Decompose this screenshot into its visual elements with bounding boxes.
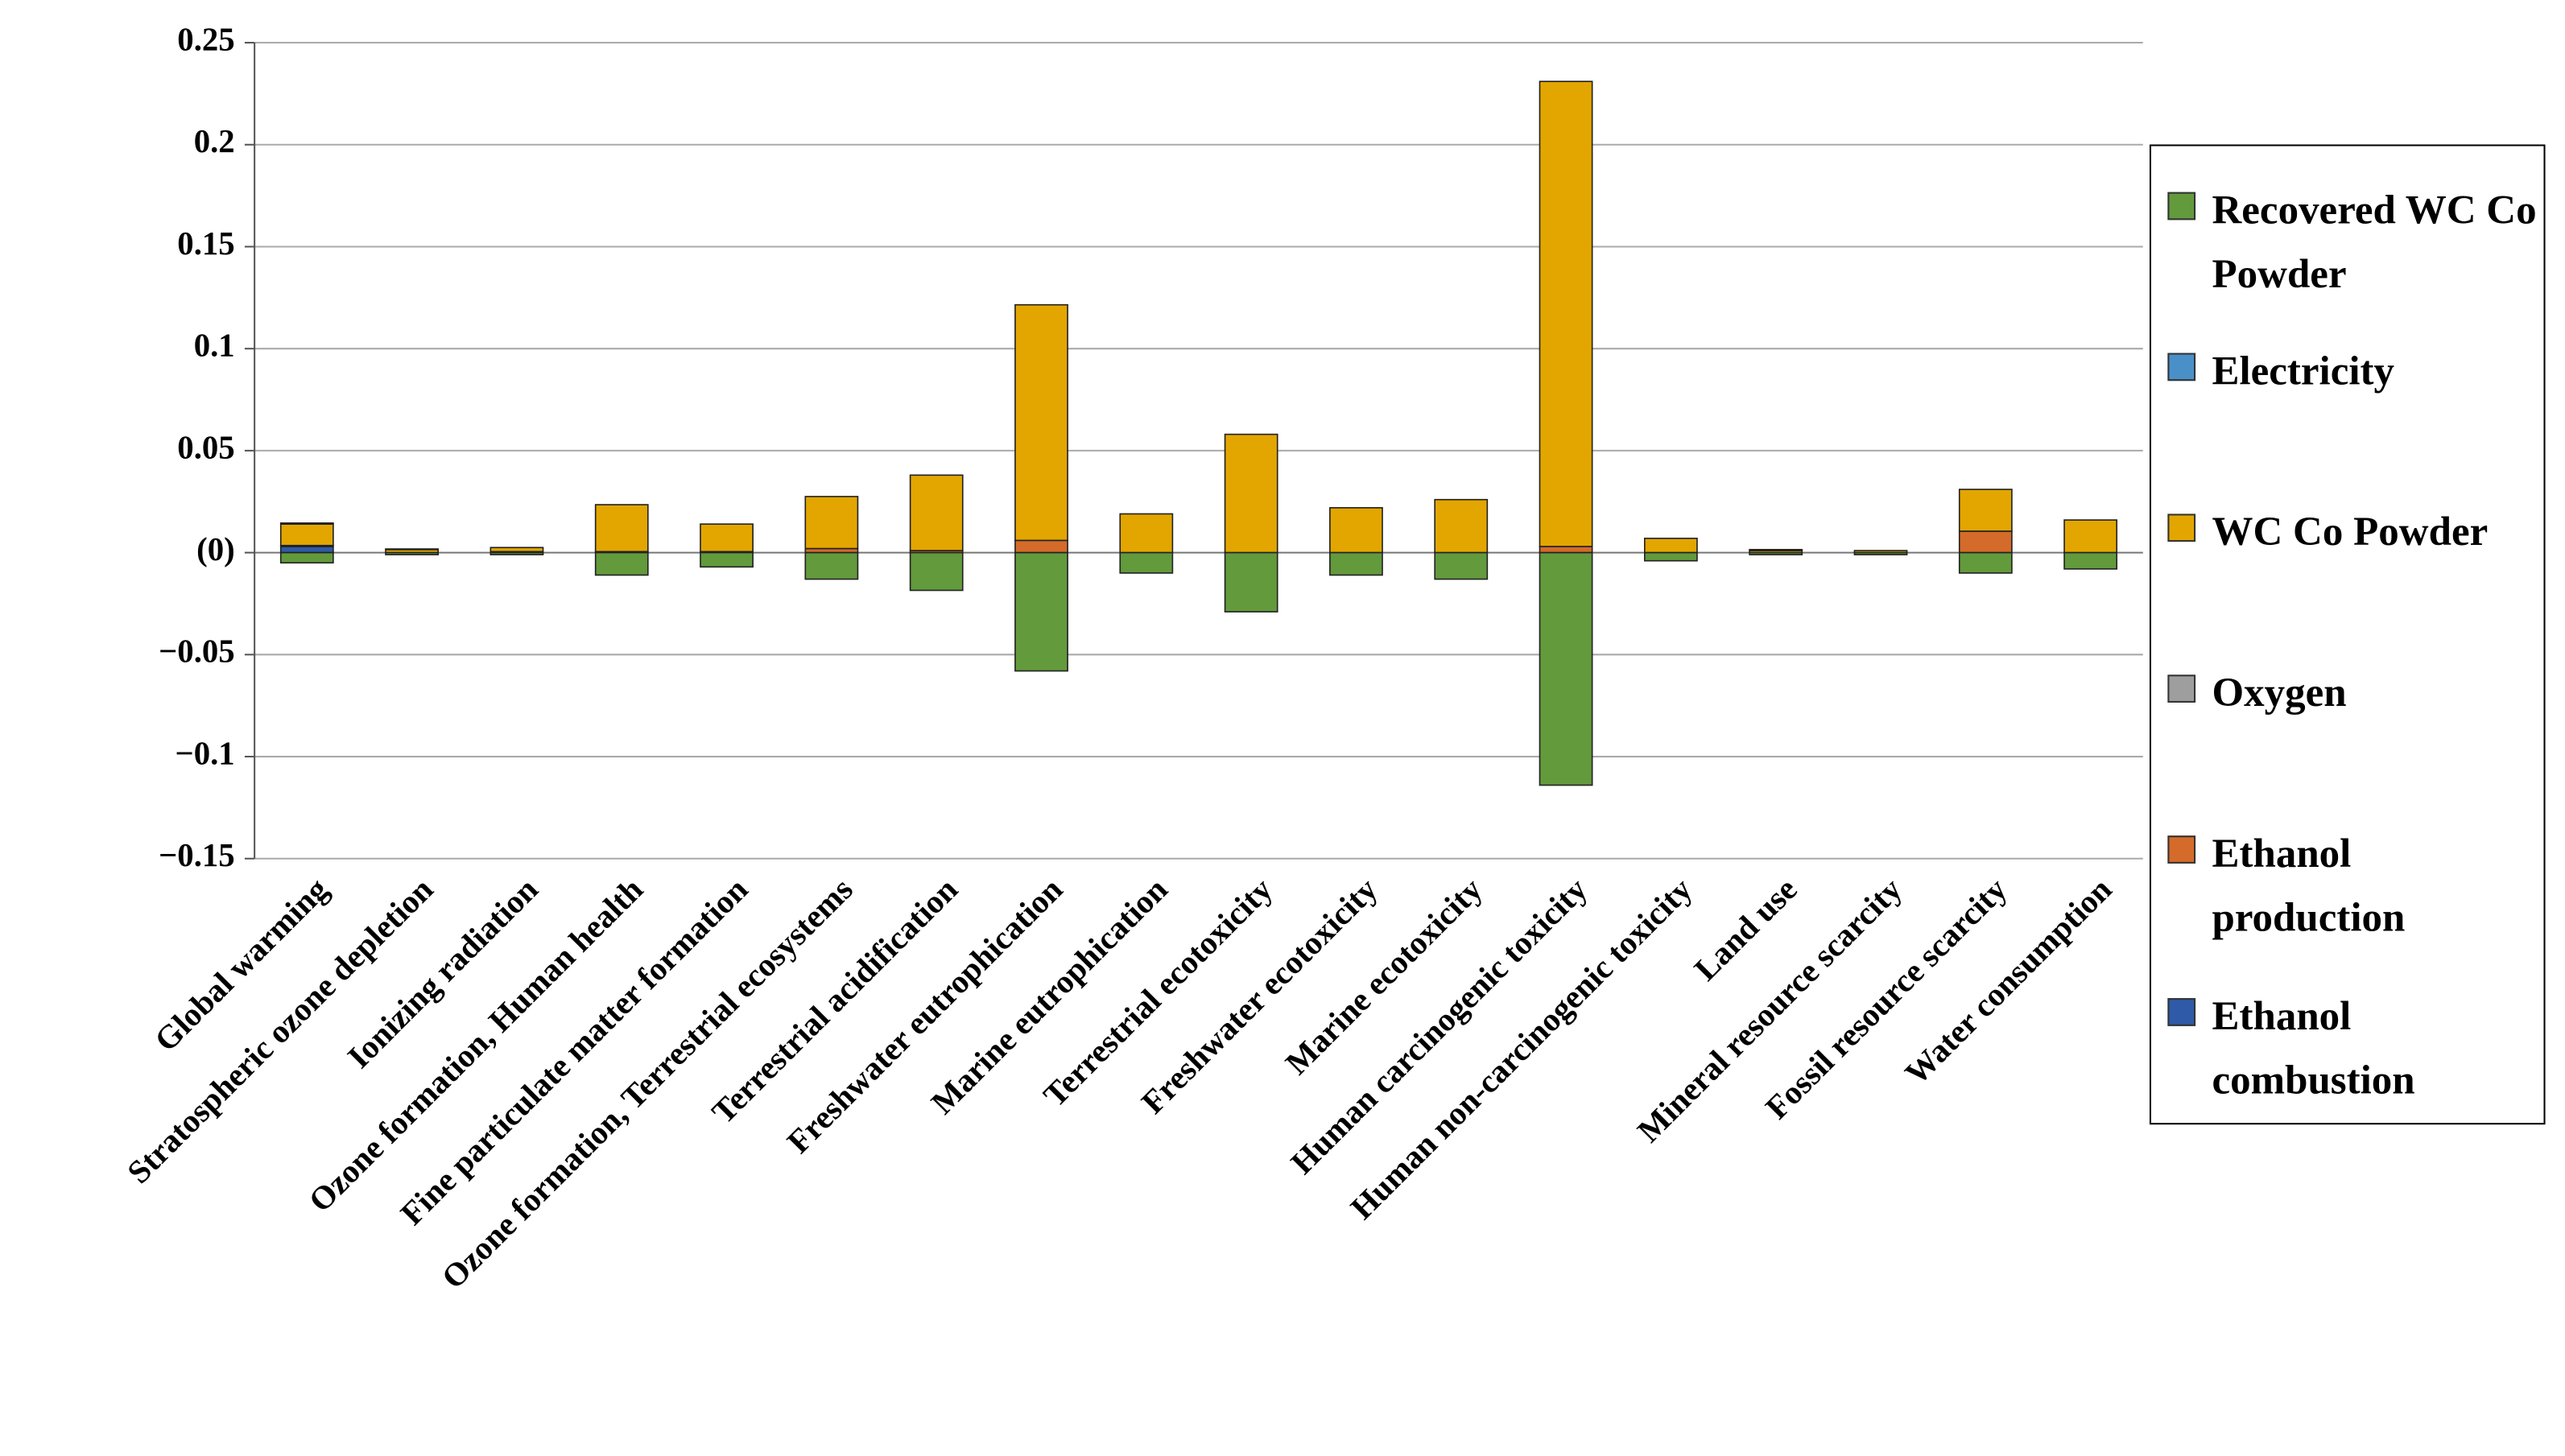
bar-segment [1958, 530, 2013, 554]
bar-segment [1329, 551, 1383, 576]
bar-segment [1539, 551, 1593, 786]
y-tick-label: −0.15 [159, 837, 235, 873]
bar-segment [385, 551, 440, 555]
legend-label: Electricity [2212, 349, 2395, 394]
y-tick-label: 0.25 [177, 21, 234, 57]
legend-item: Ethanol production [2167, 823, 2537, 951]
bar-segment [279, 551, 334, 564]
legend-swatch [2167, 998, 2196, 1026]
bar-segment [2063, 551, 2118, 570]
y-tick-label: 0.2 [194, 123, 235, 159]
bar-segment [1014, 539, 1068, 554]
bar-segment [1434, 551, 1489, 580]
bar-segment [1958, 489, 2013, 532]
bar-segment [1014, 303, 1068, 542]
bar-segment [1644, 551, 1698, 562]
bar-segment [1224, 551, 1278, 613]
bar-segment [489, 551, 544, 555]
legend-swatch [2167, 514, 2196, 542]
y-tick-label: 0.1 [194, 328, 235, 364]
legend-label: Ethanol combustion [2212, 995, 2415, 1103]
legend-swatch [2167, 674, 2196, 703]
bar-segment [909, 474, 964, 551]
bar-segment [1539, 546, 1593, 554]
y-tick-label: −0.05 [159, 633, 235, 670]
bar-segment [1434, 498, 1489, 554]
bar-segment [279, 523, 334, 547]
bar-segment [1853, 551, 1908, 555]
legend-label: Ethanol production [2212, 832, 2406, 941]
legend-label: WC Co Powder [2212, 510, 2489, 555]
bar-segment [1014, 551, 1068, 672]
x-tick-label: Water consumption [1898, 871, 2119, 1091]
x-tick-label: Marine ecotoxicity [1278, 871, 1489, 1082]
x-tick-label: Global warming [147, 871, 335, 1058]
y-tick-label: 0.15 [177, 225, 234, 262]
bar-segment [700, 523, 754, 553]
x-tick-label: Ionizing radiation [341, 871, 545, 1075]
bar-segment [279, 546, 334, 554]
bar-segment [385, 548, 440, 551]
legend-swatch [2167, 192, 2196, 221]
y-tick-label: 0.05 [177, 429, 234, 465]
bar-segment [909, 551, 964, 592]
bar-segment [2063, 519, 2118, 554]
legend-swatch [2167, 835, 2196, 864]
legend: Recovered WC Co Powder Electricity WC Co P… [2149, 144, 2546, 1125]
bar-segment [1119, 551, 1174, 574]
bar-segment [1958, 551, 2013, 574]
bar-segment [804, 496, 859, 550]
bar-segment [1644, 538, 1698, 554]
bar-segment [594, 504, 649, 553]
legend-item: Recovered WC Co Powder [2167, 179, 2537, 307]
y-tick-label: −0.1 [175, 735, 234, 771]
bar-segment [279, 522, 334, 525]
bar-segment [1539, 80, 1593, 547]
legend-item: WC Co Powder [2167, 501, 2537, 565]
legend-item: Electricity [2167, 340, 2537, 404]
bar-segment [489, 547, 544, 553]
bar-segment [1749, 548, 1803, 551]
legend-item: Ethanol combustion [2167, 985, 2537, 1113]
bar-segment [1749, 551, 1803, 555]
legend-swatch [2167, 353, 2196, 382]
y-tick-label: (0) [196, 531, 235, 567]
bar-segment [594, 551, 649, 576]
legend-label: Oxygen [2212, 671, 2347, 716]
bar-segment [1224, 433, 1278, 554]
bar-segment [700, 551, 754, 568]
bar-segment [804, 551, 859, 580]
bar-segment [1329, 507, 1383, 554]
legend-label: Recovered WC Co Powder [2212, 188, 2537, 298]
legend-item: Oxygen [2167, 662, 2537, 726]
grid [254, 42, 2143, 860]
bar-segment [1119, 513, 1174, 554]
